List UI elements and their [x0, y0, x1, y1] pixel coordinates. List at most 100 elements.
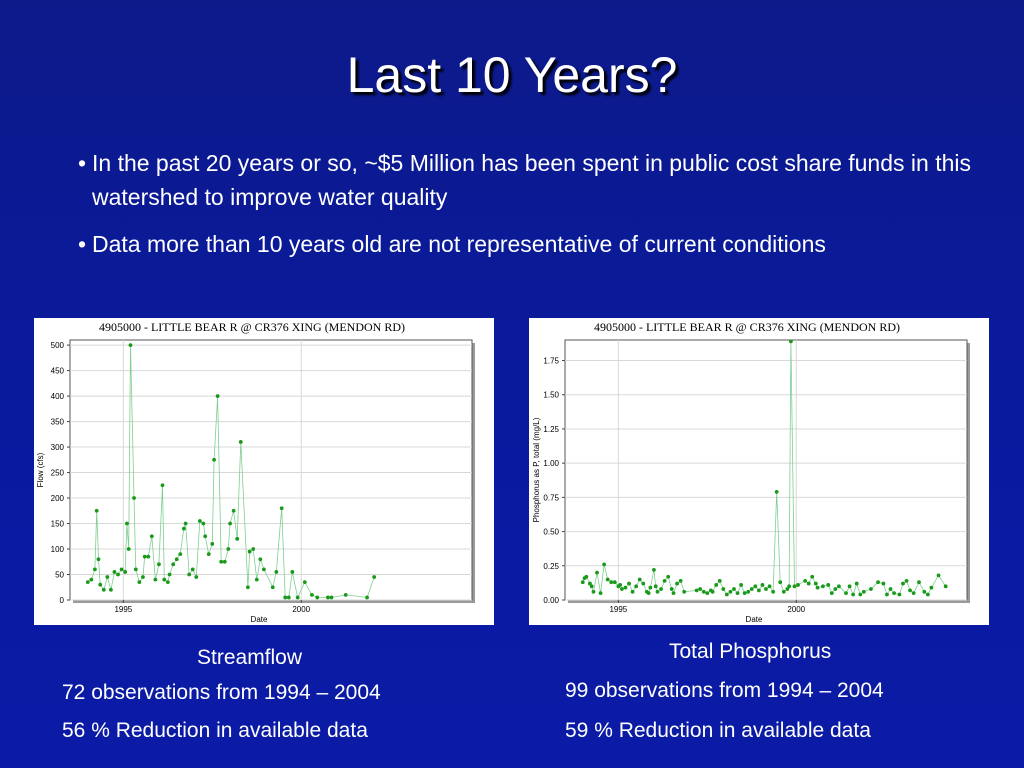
chart-title: 4905000 - LITTLE BEAR R @ CR376 XING (ME… — [99, 320, 405, 334]
data-point — [815, 585, 820, 590]
data-point — [789, 339, 793, 344]
data-point — [210, 542, 215, 546]
y-tick-label: 1.00 — [543, 459, 559, 468]
data-point — [201, 521, 206, 526]
data-point — [219, 559, 224, 564]
data-point — [837, 584, 841, 589]
data-point — [746, 589, 751, 594]
data-point — [343, 593, 348, 597]
data-point — [128, 343, 133, 347]
data-point — [671, 591, 676, 596]
streamflow-chart: 4905000 - LITTLE BEAR R @ CR376 XING (ME… — [36, 320, 475, 624]
data-point — [126, 547, 131, 551]
data-point — [892, 591, 896, 596]
data-point — [646, 591, 651, 596]
data-point — [295, 595, 300, 600]
bullet-text: In the past 20 years or so, ~$5 Million … — [92, 150, 971, 210]
data-point — [735, 591, 740, 596]
data-point — [96, 557, 101, 562]
data-point — [329, 595, 334, 600]
x-tick-label: 1995 — [114, 605, 132, 614]
data-point — [771, 589, 776, 594]
data-point — [157, 562, 161, 567]
data-point — [270, 585, 275, 590]
data-point — [742, 591, 747, 596]
data-point — [648, 585, 653, 590]
data-point — [888, 587, 893, 591]
y-tick-label: 0.50 — [543, 528, 559, 537]
data-point — [796, 583, 800, 587]
y-tick-label: 0.00 — [543, 596, 559, 605]
data-point — [149, 534, 154, 539]
data-point — [365, 595, 369, 600]
data-point — [153, 577, 158, 582]
data-point — [623, 585, 628, 590]
data-point — [925, 592, 930, 597]
data-point — [194, 575, 199, 579]
data-point — [584, 574, 589, 579]
data-point — [806, 581, 811, 586]
data-point — [630, 589, 635, 594]
y-tick-label: 500 — [51, 341, 65, 350]
y-axis-label: Flow (cfs) — [36, 452, 45, 487]
data-point — [112, 570, 117, 574]
y-tick-label: 0 — [60, 596, 65, 605]
data-point — [826, 583, 831, 587]
data-point — [936, 573, 941, 578]
data-point — [254, 577, 259, 582]
data-point — [756, 588, 761, 593]
data-point — [669, 587, 674, 591]
data-point — [116, 572, 120, 577]
slide-title: Last 10 Years? — [346, 47, 678, 103]
data-point — [85, 580, 90, 585]
data-point — [235, 536, 240, 541]
data-point — [178, 552, 183, 557]
data-point — [854, 581, 859, 586]
data-point — [778, 580, 783, 585]
y-tick-label: 400 — [51, 392, 65, 401]
data-point — [109, 587, 113, 592]
data-point — [222, 559, 227, 564]
data-point — [620, 587, 624, 591]
y-tick-label: 300 — [51, 443, 65, 452]
data-point — [885, 592, 889, 597]
phosphorus-chart-panel: 4905000 - LITTLE BEAR R @ CR376 XING (ME… — [529, 318, 989, 625]
bullet-list: • In the past 20 years or so, ~$5 Millio… — [78, 146, 978, 274]
data-point — [93, 567, 97, 572]
bullet-item: • In the past 20 years or so, ~$5 Millio… — [78, 146, 978, 214]
y-tick-label: 350 — [51, 418, 65, 427]
data-point — [721, 587, 726, 591]
data-point — [215, 394, 220, 398]
data-point — [142, 554, 147, 559]
data-point — [231, 508, 236, 513]
data-point — [258, 557, 263, 562]
data-point — [595, 570, 599, 575]
y-tick-label: 1.75 — [543, 357, 559, 366]
data-point — [698, 587, 703, 591]
data-point — [634, 584, 639, 589]
data-point — [833, 587, 838, 591]
x-tick-label: 2000 — [787, 605, 805, 614]
data-point — [641, 581, 646, 586]
data-point — [238, 440, 243, 444]
data-point — [580, 580, 585, 585]
data-point — [167, 572, 172, 577]
data-point — [637, 577, 642, 582]
data-point — [286, 595, 291, 600]
data-point — [101, 587, 106, 592]
streamflow-chart-panel: 4905000 - LITTLE BEAR R @ CR376 XING (ME… — [34, 318, 494, 625]
data-point — [190, 567, 195, 572]
data-point — [929, 585, 934, 590]
x-axis-label: Date — [746, 615, 763, 624]
data-point — [724, 592, 729, 597]
data-point — [682, 589, 687, 594]
data-point — [589, 584, 594, 589]
data-point — [829, 591, 834, 596]
data-point — [315, 595, 320, 600]
y-tick-label: 1.25 — [543, 425, 559, 434]
x-tick-label: 2000 — [292, 605, 310, 614]
data-point — [821, 584, 825, 589]
data-point — [609, 580, 614, 585]
data-point — [187, 572, 192, 577]
streamflow-caption-observations: 72 observations from 1994 – 2004 — [62, 681, 381, 704]
